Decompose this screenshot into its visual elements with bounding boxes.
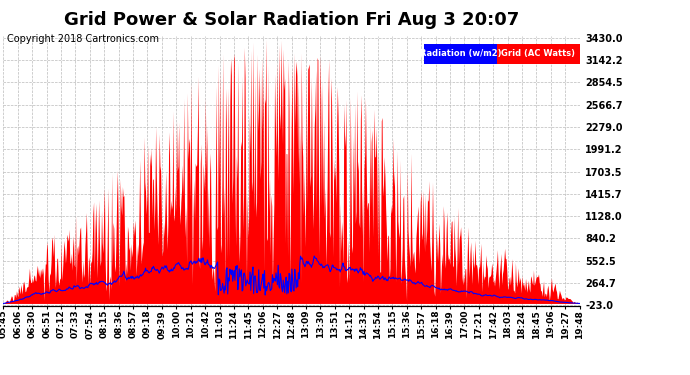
Text: Grid Power & Solar Radiation Fri Aug 3 20:07: Grid Power & Solar Radiation Fri Aug 3 2…: [64, 11, 519, 29]
Text: Grid (AC Watts): Grid (AC Watts): [502, 50, 575, 58]
Text: Copyright 2018 Cartronics.com: Copyright 2018 Cartronics.com: [7, 34, 159, 44]
FancyBboxPatch shape: [424, 44, 497, 64]
Text: Radiation (w/m2): Radiation (w/m2): [420, 50, 502, 58]
FancyBboxPatch shape: [497, 44, 580, 64]
